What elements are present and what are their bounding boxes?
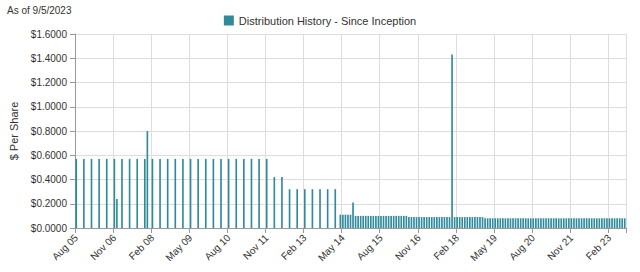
svg-text:Aug 15: Aug 15: [355, 232, 385, 262]
svg-text:$ Per Share: $ Per Share: [8, 102, 20, 161]
svg-text:Feb 18: Feb 18: [431, 232, 461, 262]
svg-text:Feb 23: Feb 23: [584, 232, 614, 262]
svg-text:$0.0000: $0.0000: [31, 223, 68, 234]
svg-text:As of 9/5/2023: As of 9/5/2023: [7, 5, 72, 16]
svg-text:$1.2000: $1.2000: [31, 77, 68, 88]
svg-text:$0.2000: $0.2000: [31, 198, 68, 209]
svg-text:Feb 13: Feb 13: [279, 232, 309, 262]
svg-text:Aug 05: Aug 05: [50, 232, 80, 262]
svg-text:$1.0000: $1.0000: [31, 101, 68, 112]
svg-text:Nov 16: Nov 16: [393, 232, 423, 262]
svg-text:$0.6000: $0.6000: [31, 150, 68, 161]
svg-text:Nov 21: Nov 21: [545, 232, 575, 262]
svg-text:Nov 11: Nov 11: [241, 232, 271, 262]
svg-text:Aug 20: Aug 20: [507, 232, 537, 262]
svg-text:Feb 08: Feb 08: [127, 232, 157, 262]
svg-text:May 09: May 09: [163, 232, 194, 263]
svg-text:May 19: May 19: [468, 232, 499, 263]
svg-text:May 14: May 14: [316, 232, 347, 263]
svg-text:$1.6000: $1.6000: [31, 29, 68, 40]
svg-text:$0.8000: $0.8000: [31, 126, 68, 137]
svg-text:Aug 10: Aug 10: [202, 232, 232, 262]
svg-text:Nov 06: Nov 06: [88, 232, 118, 262]
svg-text:$0.4000: $0.4000: [31, 174, 68, 185]
svg-text:$1.4000: $1.4000: [31, 53, 68, 64]
svg-text:Distribution History - Since I: Distribution History - Since Inception: [239, 15, 416, 27]
